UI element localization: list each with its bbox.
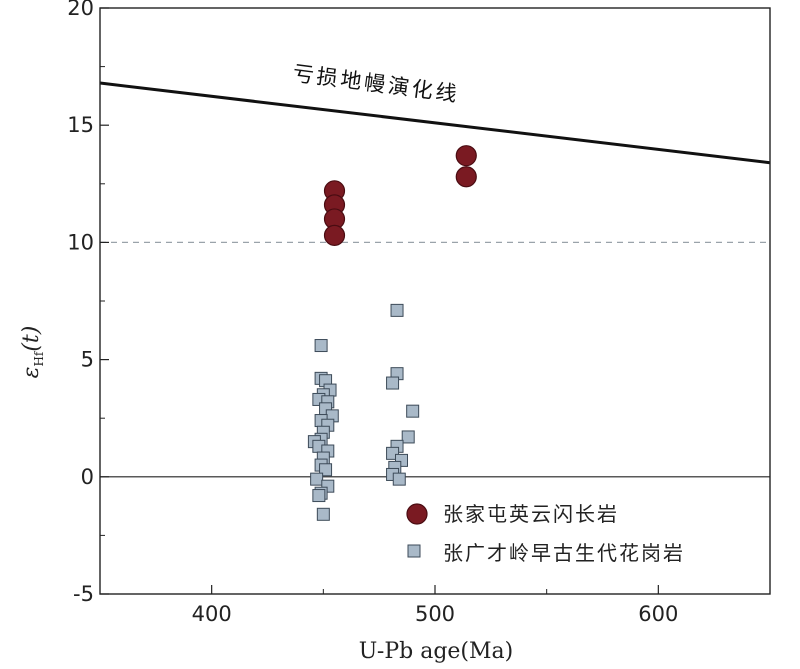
granite-point: [390, 303, 404, 317]
legend-item-tonalite: 张家屯英云闪长岩: [406, 502, 619, 526]
y-tick-label: 10: [67, 230, 94, 254]
legend: 张家屯英云闪长岩 张广才岭早古生代花岗岩: [406, 502, 685, 565]
legend-marker-circle: [406, 503, 428, 525]
granite-point: [316, 507, 330, 521]
y-axis-title-suffix: (t): [19, 326, 44, 352]
y-axis-title: εHf(t): [19, 326, 46, 379]
axes: [99, 7, 771, 595]
y-axis-title-prefix: ε: [19, 367, 44, 379]
granite-point: [386, 376, 400, 390]
depleted-mantle-line: [99, 81, 771, 165]
reference-lines: [100, 241, 770, 478]
x-tick-label: 500: [415, 602, 455, 626]
x-tick-label: 600: [638, 602, 678, 626]
data-points: [307, 145, 477, 521]
legend-item-granite: 张广才岭早古生代花岗岩: [407, 541, 685, 565]
y-tick-label: 15: [67, 113, 94, 137]
x-axis-title: U-Pb age(Ma): [359, 639, 514, 664]
y-axis-title-subscript: Hf: [32, 350, 46, 366]
legend-marker-square: [407, 544, 421, 558]
tonalite-point: [455, 166, 477, 188]
tonalite-point: [455, 145, 477, 167]
y-tick-label: 5: [81, 348, 94, 372]
granite-point: [392, 472, 406, 486]
tonalite-point: [323, 224, 346, 246]
granite-point: [312, 489, 326, 503]
granite-point: [314, 339, 328, 353]
granite-point: [406, 404, 420, 418]
granite-point: [401, 430, 415, 444]
x-tick-label: 400: [192, 602, 232, 626]
legend-label-granite: 张广才岭早古生代花岗岩: [443, 541, 685, 565]
y-tick-label: -5: [73, 582, 94, 606]
y-tick-label: 0: [81, 465, 94, 489]
legend-label-tonalite: 张家屯英云闪长岩: [443, 502, 619, 526]
granite-point: [310, 472, 324, 486]
y-tick-label: 20: [67, 0, 94, 20]
mantle-evolution-line-group: [99, 81, 771, 165]
mantle-line-label: 亏损地幔演化线: [291, 61, 461, 106]
tick-labels: -5 0 5 10 15 20 400 500 600: [67, 0, 678, 626]
